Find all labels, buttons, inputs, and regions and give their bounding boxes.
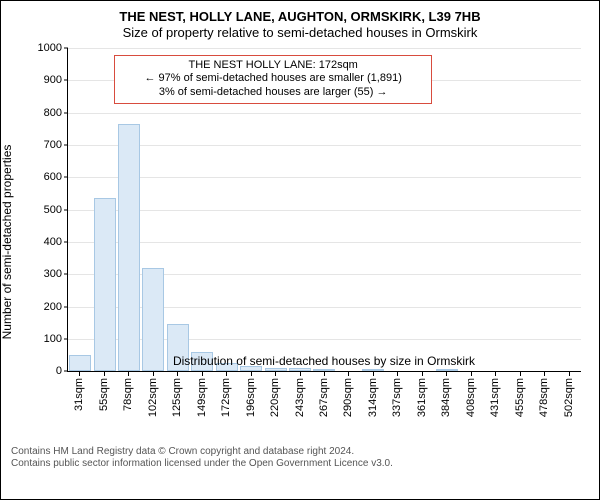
x-tick-mark	[422, 372, 423, 376]
bar-slot	[483, 48, 507, 371]
x-tick-mark	[275, 372, 276, 376]
x-tick-mark	[520, 372, 521, 376]
x-tick-label: 172sqm	[220, 378, 232, 417]
x-tick-mark	[544, 372, 545, 376]
y-tick-mark	[64, 80, 68, 81]
y-tick-label: 200	[44, 301, 62, 313]
x-tick-label: 478sqm	[538, 378, 550, 417]
x-tick-label: 314sqm	[367, 378, 379, 417]
x-tick-mark	[153, 372, 154, 376]
bar-slot	[68, 48, 92, 371]
bar	[94, 198, 116, 371]
footer: Contains HM Land Registry data © Crown c…	[11, 442, 589, 470]
y-tick-mark	[64, 241, 68, 242]
x-tick-label: 267sqm	[318, 378, 330, 417]
chart-container: THE NEST, HOLLY LANE, AUGHTON, ORMSKIRK,…	[0, 0, 600, 500]
footer-line-2: Contains public sector information licen…	[11, 458, 589, 470]
x-tick-mark	[324, 372, 325, 376]
x-tick-mark	[104, 372, 105, 376]
y-tick-mark	[64, 338, 68, 339]
x-axis-title: Distribution of semi-detached houses by …	[67, 354, 581, 368]
x-tick-label: 455sqm	[514, 378, 526, 417]
chart-wrap: Number of semi-detached properties THE N…	[11, 42, 589, 442]
bar	[313, 369, 335, 372]
x-tick-label: 149sqm	[196, 378, 208, 417]
y-tick-label: 0	[56, 365, 62, 377]
y-tick-label: 700	[44, 139, 62, 151]
y-tick-mark	[64, 48, 68, 49]
x-tick-mark	[79, 372, 80, 376]
x-tick-label: 243sqm	[294, 378, 306, 417]
x-tick-mark	[300, 372, 301, 376]
x-tick-mark	[177, 372, 178, 376]
annotation-line-2: ← 97% of semi-detached houses are smalle…	[123, 72, 423, 86]
bar	[436, 369, 458, 371]
plot-outer: THE NEST HOLLY LANE: 172sqm ← 97% of sem…	[67, 48, 581, 372]
annotation-box: THE NEST HOLLY LANE: 172sqm ← 97% of sem…	[114, 55, 432, 104]
x-tick-mark	[348, 372, 349, 376]
y-tick-mark	[64, 274, 68, 275]
x-tick-mark	[226, 372, 227, 376]
x-tick-label: 408sqm	[465, 378, 477, 417]
y-tick-label: 300	[44, 268, 62, 280]
y-tick-mark	[64, 306, 68, 307]
bar	[289, 368, 311, 371]
bar	[362, 369, 384, 371]
x-tick-label: 31sqm	[73, 378, 85, 411]
bar-slot	[556, 48, 580, 371]
y-tick-label: 600	[44, 171, 62, 183]
x-tick-label: 431sqm	[489, 378, 501, 417]
x-tick-mark	[446, 372, 447, 376]
footer-line-1: Contains HM Land Registry data © Crown c…	[11, 446, 589, 458]
chart-title-main: THE NEST, HOLLY LANE, AUGHTON, ORMSKIRK,…	[11, 9, 589, 25]
bar-slot	[434, 48, 458, 371]
y-tick-label: 900	[44, 74, 62, 86]
x-tick-mark	[495, 372, 496, 376]
bar-slot	[459, 48, 483, 371]
x-tick-label: 102sqm	[147, 378, 159, 417]
x-tick-label: 125sqm	[171, 378, 183, 417]
x-tick-mark	[128, 372, 129, 376]
y-tick-label: 1000	[38, 42, 62, 54]
plot-area: THE NEST HOLLY LANE: 172sqm ← 97% of sem…	[67, 48, 581, 372]
y-tick-label: 100	[44, 333, 62, 345]
x-tick-label: 55sqm	[98, 378, 110, 411]
x-tick-mark	[202, 372, 203, 376]
bar-slot	[532, 48, 556, 371]
bar	[265, 368, 287, 371]
x-tick-mark	[251, 372, 252, 376]
bar-slot	[508, 48, 532, 371]
y-tick-mark	[64, 209, 68, 210]
x-tick-label: 384sqm	[440, 378, 452, 417]
y-tick-label: 400	[44, 236, 62, 248]
x-tick-label: 78sqm	[122, 378, 134, 411]
y-tick-label: 800	[44, 107, 62, 119]
y-axis-label: Number of semi-detached properties	[0, 145, 14, 340]
x-tick-mark	[397, 372, 398, 376]
x-tick-label: 337sqm	[391, 378, 403, 417]
x-labels: 31sqm 55sqm 78sqm 102sqm 125sqm 149sqm 172sqm 1…	[67, 372, 581, 432]
x-tick-mark	[373, 372, 374, 376]
bar	[118, 124, 140, 371]
y-tick-label: 500	[44, 204, 62, 216]
y-tick-mark	[64, 145, 68, 146]
y-tick-mark	[64, 177, 68, 178]
y-tick-mark	[64, 112, 68, 113]
x-tick-label: 361sqm	[416, 378, 428, 417]
annotation-line-1: THE NEST HOLLY LANE: 172sqm	[123, 59, 423, 73]
x-tick-label: 290sqm	[342, 378, 354, 417]
x-tick-label: 196sqm	[245, 378, 257, 417]
x-tick-label: 220sqm	[269, 378, 281, 417]
annotation-line-3: 3% of semi-detached houses are larger (5…	[123, 86, 423, 100]
x-tick-mark	[471, 372, 472, 376]
x-tick-mark	[569, 372, 570, 376]
x-tick-label: 502sqm	[563, 378, 575, 417]
chart-title-sub: Size of property relative to semi-detach…	[11, 25, 589, 41]
